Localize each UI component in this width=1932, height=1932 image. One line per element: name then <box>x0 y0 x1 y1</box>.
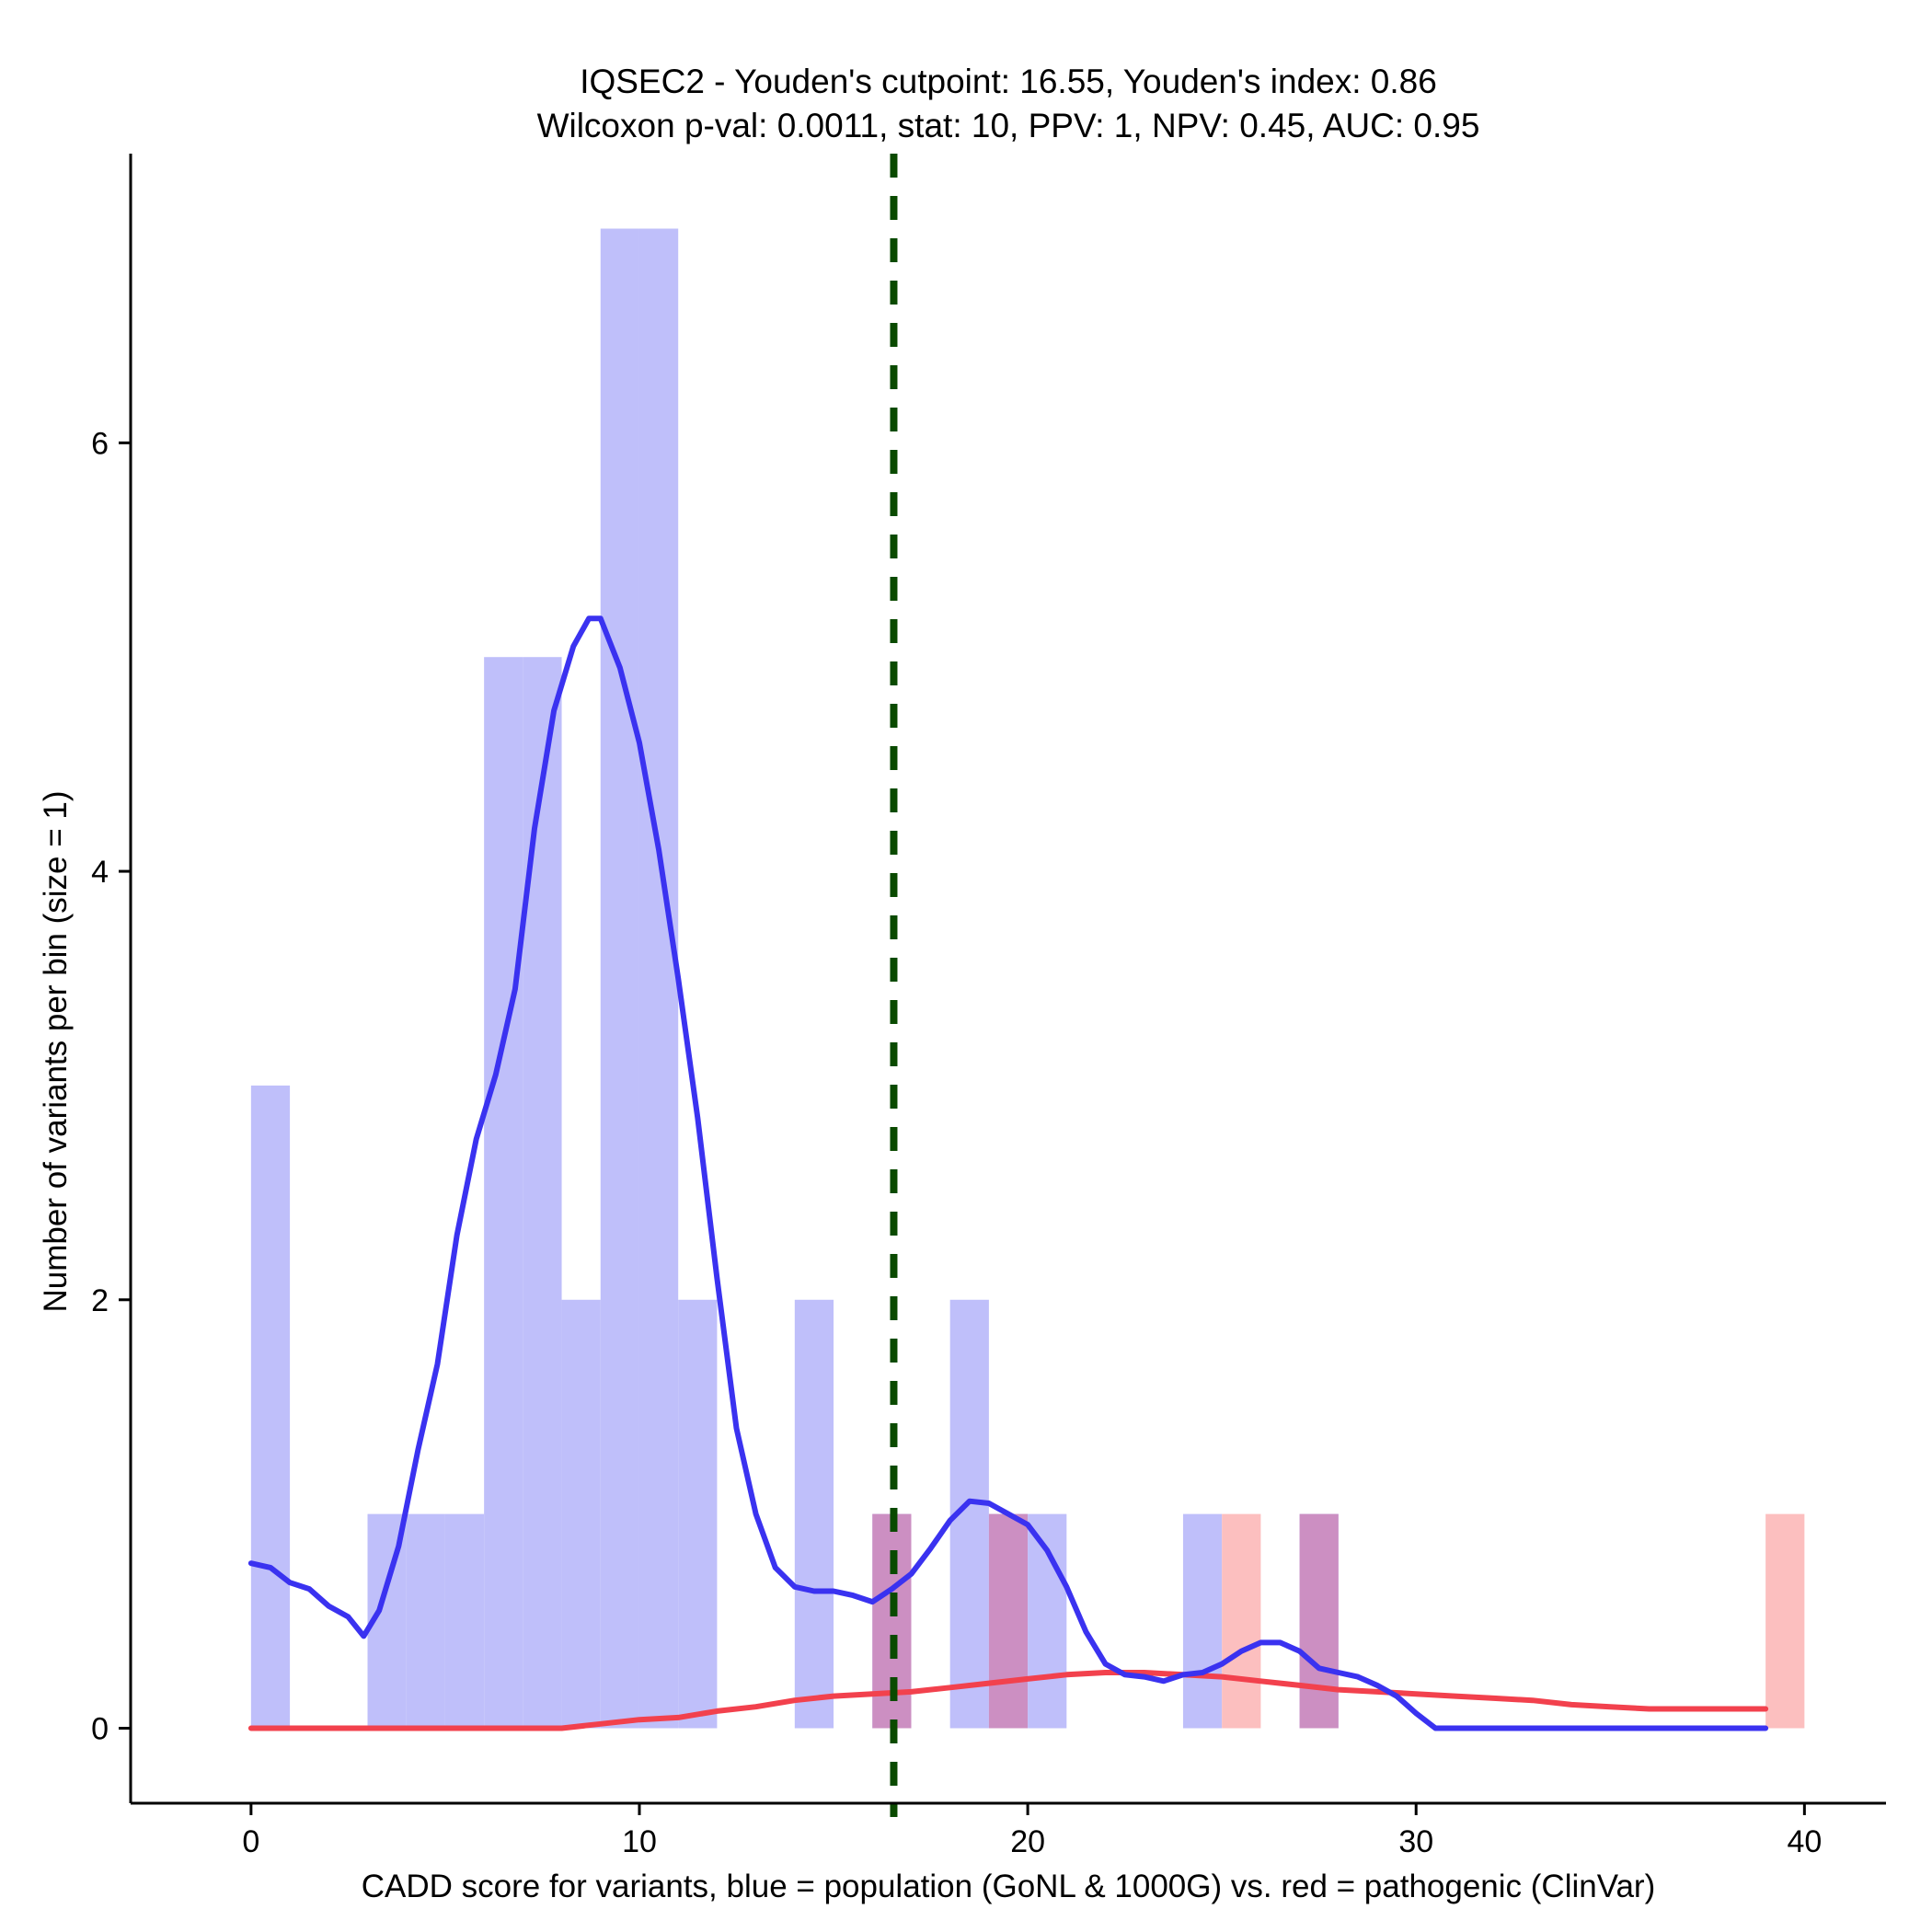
x-tick-label: 40 <box>1787 1824 1822 1859</box>
population-bar <box>406 1513 445 1729</box>
population-bar <box>561 1299 601 1729</box>
population-bar <box>523 657 562 1729</box>
density-curves <box>247 615 1769 1731</box>
x-axis-ticks: 0 10 20 30 40 <box>242 1803 1822 1859</box>
x-tick-label: 10 <box>622 1824 657 1859</box>
axes <box>129 154 1886 1805</box>
x-tick-label: 20 <box>1010 1824 1045 1859</box>
y-axis-ticks: 0 2 4 6 <box>91 426 131 1747</box>
y-axis-label: Number of variants per bin (size = 1) <box>38 790 74 1312</box>
chart-title-line-1: IQSEC2 - Youden's cutpoint: 16.55, Youde… <box>580 63 1437 100</box>
x-axis-label: CADD score for variants, blue = populati… <box>362 1869 1656 1904</box>
y-tick-label: 2 <box>91 1283 109 1318</box>
overlap-bar <box>1299 1513 1339 1729</box>
x-tick-label: 30 <box>1398 1824 1433 1859</box>
pathogenic-density-line <box>247 1670 1769 1731</box>
pathogenic-bar <box>1765 1513 1805 1729</box>
pathogenic-bar <box>1222 1513 1261 1729</box>
population-bar <box>678 1299 718 1729</box>
population-bar <box>600 228 639 1729</box>
x-tick-label: 0 <box>242 1824 259 1859</box>
overlap-bar <box>988 1513 1029 1729</box>
population-bar <box>444 1513 485 1729</box>
population-bar <box>250 1085 291 1729</box>
population-bar <box>1182 1513 1223 1729</box>
y-tick-label: 6 <box>91 426 109 461</box>
y-tick-label: 4 <box>91 855 109 890</box>
y-tick-label: 0 <box>91 1712 109 1747</box>
population-bar <box>794 1299 834 1729</box>
chart-title-line-2: Wilcoxon p-val: 0.0011, stat: 10, PPV: 1… <box>537 107 1480 144</box>
population-bar <box>484 657 523 1729</box>
population-bar <box>638 228 679 1729</box>
population-density-line <box>247 615 1769 1731</box>
